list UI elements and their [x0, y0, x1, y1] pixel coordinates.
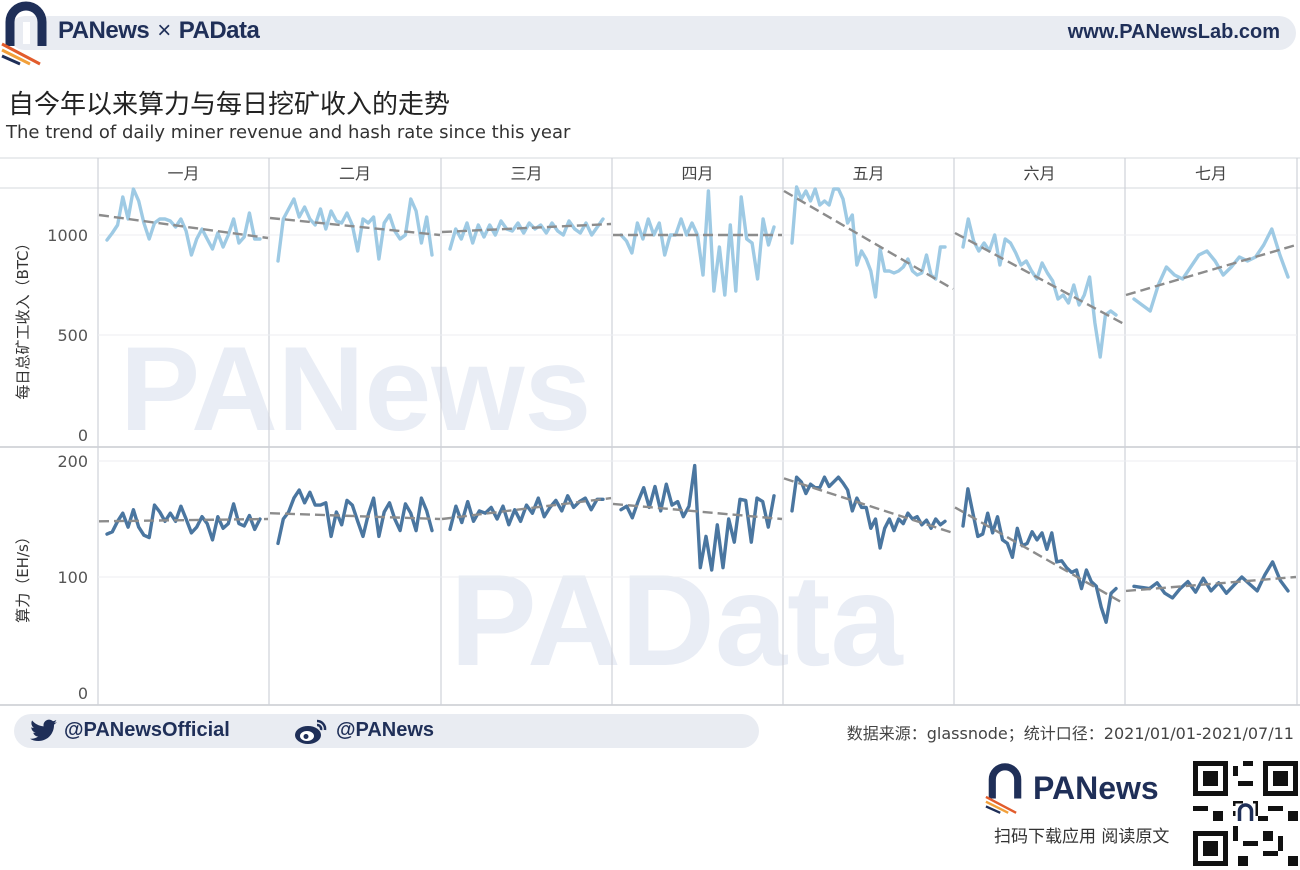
watermark-panews: PANews	[120, 322, 591, 456]
header-band	[8, 16, 1296, 50]
revenue-trend-line	[1125, 243, 1297, 297]
y-tick-label: 200	[57, 452, 88, 471]
month-header: 三月	[510, 164, 542, 183]
revenue-series-line	[1132, 227, 1290, 313]
month-header: 二月	[339, 164, 371, 183]
y-tick-label: 500	[57, 326, 88, 345]
revenue-series-line	[619, 189, 776, 297]
hashrate-series-line	[448, 494, 605, 532]
y-axis-label: 算力（EH/s）	[14, 529, 32, 623]
month-header: 一月	[167, 164, 199, 183]
y-axis-label: 每日总矿工收入（BTC）	[14, 235, 32, 399]
revenue-trend-line	[441, 222, 612, 234]
footer-band	[14, 714, 759, 748]
hashrate-series-line	[276, 488, 434, 546]
revenue-trend-line	[98, 213, 269, 240]
hashrate-trend-line	[269, 512, 441, 521]
revenue-trend-line	[954, 231, 1125, 326]
weibo-handle[interactable]: @PANews	[336, 719, 435, 741]
revenue-trend-line	[783, 189, 954, 291]
month-header: 四月	[681, 164, 713, 183]
y-tick-label: 0	[78, 426, 88, 445]
brand-title: PANews × PAData	[58, 17, 260, 45]
month-header: 五月	[852, 164, 884, 183]
panews-logo-bottom-icon	[985, 763, 1022, 814]
revenue-series-line	[790, 185, 947, 299]
revenue-series-line	[105, 187, 262, 257]
revenue-series-line	[276, 197, 434, 263]
watermark-padata: PAData	[450, 547, 904, 693]
brand-sep: ×	[157, 17, 171, 44]
hashrate-trend-line	[954, 506, 1125, 605]
twitter-icon	[30, 719, 57, 741]
hashrate-trend-line	[1125, 575, 1297, 593]
hashrate-series-line	[961, 487, 1118, 624]
hashrate-trend-line	[612, 502, 783, 521]
y-tick-label: 1000	[47, 226, 88, 245]
revenue-trend-line	[269, 216, 441, 237]
hashrate-trend-line	[98, 517, 269, 523]
hashrate-series-line	[619, 463, 776, 572]
y-tick-label: 100	[57, 568, 88, 587]
brand-left: PANews	[58, 17, 150, 44]
twitter-handle[interactable]: @PANewsOfficial	[64, 719, 230, 741]
chart-title: 自今年以来算力与每日挖矿收入的走势	[8, 90, 451, 120]
revenue-series-line	[961, 217, 1118, 359]
hashrate-series-line	[790, 475, 947, 550]
month-header: 七月	[1195, 164, 1227, 183]
hashrate-trend-line	[441, 496, 612, 521]
hashrate-series-line	[105, 502, 262, 542]
month-header: 六月	[1023, 164, 1055, 183]
panews-logo-icon	[1, 1, 47, 66]
qr-code-icon[interactable]	[1193, 761, 1298, 866]
revenue-series-line	[448, 217, 605, 251]
y-tick-label: 0	[78, 684, 88, 703]
weibo-icon	[295, 719, 327, 744]
data-source-note: 数据来源：glassnode；统计口径：2021/01/01-2021/07/1…	[846, 724, 1294, 743]
chart-area: PANews PAData 一月 二月 三月 四月 五月 六月 七月05001000每日总矿…	[0, 157, 1300, 706]
scan-prompt: 扫码下载应用 阅读原文	[994, 827, 1170, 847]
brand-right: PAData	[178, 17, 260, 44]
site-link[interactable]: www.PANewsLab.com	[1067, 21, 1280, 43]
bottom-brand: PANews	[1033, 770, 1159, 806]
chart-subtitle: The trend of daily miner revenue and has…	[6, 122, 571, 143]
